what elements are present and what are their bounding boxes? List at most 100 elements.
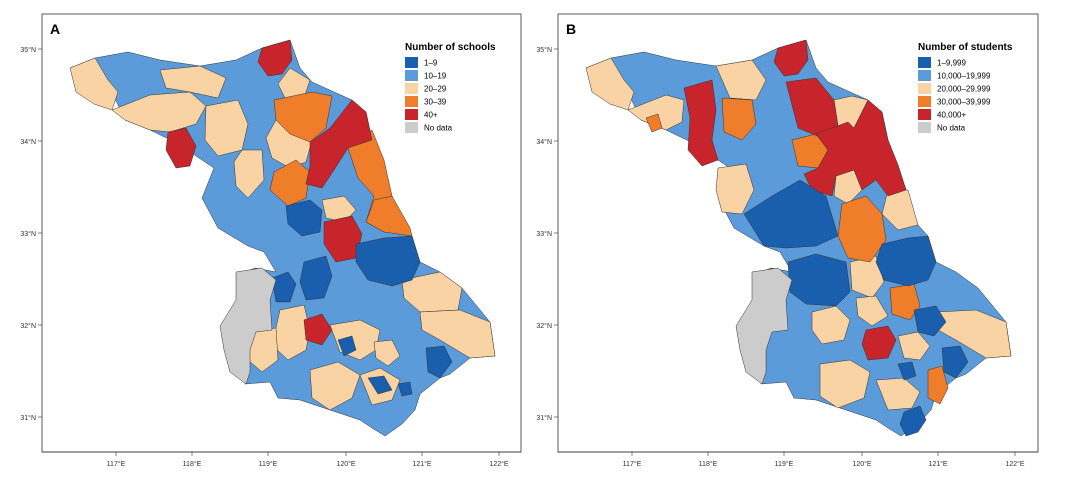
panel-a-lat-ticks: 35°N 34°N 33°N 32°N 31°N — [20, 46, 42, 422]
panel-b-lon-ticks: 117°E 118°E 119°E 120°E 121°E 122°E — [623, 452, 1025, 468]
region-south-tip-dark — [899, 405, 927, 437]
region-center-dark-a — [743, 179, 839, 249]
region-north-central-a — [715, 59, 767, 101]
region-west-orange — [721, 97, 757, 141]
legend-swatch — [918, 96, 931, 107]
region-nw-corner — [585, 57, 635, 111]
panel-a-lon-ticks: 117°E 118°E 119°E 120°E 121°E 122°E — [107, 452, 509, 468]
region-south-dark-c — [397, 381, 413, 397]
legend-swatch — [918, 70, 931, 81]
region-east-dark-a — [355, 235, 421, 287]
legend-label: 1–9,999 — [937, 59, 966, 68]
region-south-tan-d — [897, 331, 931, 361]
legend-swatch — [405, 122, 418, 133]
panel-a-lat-tick-label: 33°N — [20, 230, 36, 238]
region-south-dark-a — [367, 375, 393, 395]
panel-a-lat-tick-label: 32°N — [20, 322, 36, 330]
region-south-b — [309, 361, 361, 411]
panel-a-lon-tick-label: 118°E — [183, 460, 202, 468]
region-west-dark-b — [787, 253, 851, 307]
legend-label: 1–9 — [424, 59, 438, 68]
region-northeast-red — [305, 99, 373, 189]
panel-b-lat-tick-label: 32°N — [536, 322, 552, 330]
legend-label: 20–29 — [424, 85, 447, 94]
legend-label: 40,000+ — [937, 111, 966, 120]
legend-label: 30,000–39,999 — [937, 98, 991, 107]
region-nw-corner — [69, 57, 119, 111]
legend-swatch — [405, 83, 418, 94]
legend-swatch — [405, 57, 418, 68]
panel-a-lat-tick-label: 31°N — [20, 414, 36, 422]
panel-b-lon-tick-label: 119°E — [775, 460, 794, 468]
region-south-orange — [927, 365, 949, 405]
region-southeast-peninsula — [935, 309, 1012, 359]
legend-label: 30–39 — [424, 98, 447, 107]
region-north-tip — [773, 39, 809, 77]
region-south-red — [303, 313, 333, 346]
panel-b-lat-tick-label: 33°N — [536, 230, 552, 238]
region-center-small — [321, 195, 357, 223]
panel-a-legend-title: Number of schools — [405, 42, 496, 53]
panel-a-lon-tick-label: 120°E — [336, 460, 355, 468]
region-northwest-belt — [111, 91, 207, 133]
region-southeast-dark — [941, 345, 969, 379]
region-north-orange-small — [645, 113, 663, 133]
legend-label: 10–19 — [424, 72, 447, 81]
legend-label: 40+ — [424, 111, 438, 120]
panel-a-lat-tick-label: 35°N — [20, 46, 36, 54]
region-northeast-red — [803, 99, 907, 197]
region-west-red — [683, 79, 719, 167]
legend-label: 10,000–19,999 — [937, 72, 991, 81]
region-south-dark-a — [897, 361, 917, 381]
region-north-central-b — [233, 149, 265, 199]
region-north-orange — [273, 91, 333, 143]
panel-a: A — [20, 13, 522, 468]
legend-swatch — [918, 122, 931, 133]
panel-b: B — [536, 13, 1039, 468]
panel-a-letter: A — [50, 21, 60, 37]
region-northwest-belt — [627, 94, 685, 131]
legend-swatch — [405, 96, 418, 107]
region-west-red — [165, 127, 197, 169]
legend-swatch — [405, 70, 418, 81]
panel-b-legend-title: Number of students — [918, 42, 1013, 53]
region-central-orange-big — [837, 195, 887, 263]
panel-b-lon-tick-label: 117°E — [623, 460, 642, 468]
panel-b-lat-tick-label: 35°N — [536, 46, 552, 54]
region-south-dark-b — [337, 335, 357, 357]
region-north-tip — [257, 39, 293, 77]
panel-a-axes: 117°E 118°E 119°E 120°E 121°E 122°E 35°N… — [20, 46, 521, 468]
region-north-central-a — [204, 99, 249, 157]
region-central-tan-b — [855, 295, 889, 327]
legend-label: 20,000–29,999 — [937, 85, 991, 94]
panel-a-lon-tick-label: 122°E — [489, 460, 508, 468]
region-south-east-small — [373, 339, 401, 367]
panel-b-lon-tick-label: 120°E — [852, 460, 871, 468]
panel-a-lon-tick-label: 121°E — [412, 460, 431, 468]
region-southeast-dark — [425, 345, 453, 379]
panel-b-lon-tick-label: 121°E — [928, 460, 947, 468]
panel-a-lon-tick-label: 119°E — [259, 460, 278, 468]
region-south-tan-b — [819, 359, 871, 409]
region-west-dark-b — [299, 255, 333, 301]
legend-swatch — [405, 109, 418, 120]
legend-label: No data — [424, 124, 453, 133]
region-south-tan-c — [875, 377, 921, 411]
region-central-orange-a — [269, 159, 311, 207]
region-southeast-peninsula — [419, 309, 496, 359]
region-east-dark-b — [913, 305, 947, 337]
legend-swatch — [918, 57, 931, 68]
region-southwest-nodata — [219, 267, 277, 385]
region-southwest-nodata — [735, 267, 793, 385]
panel-a-lon-tick-label: 117°E — [107, 460, 126, 468]
panel-b-lat-ticks: 35°N 34°N 33°N 32°N 31°N — [536, 46, 558, 422]
region-west-tan — [715, 163, 755, 215]
panel-b-lat-tick-label: 34°N — [536, 138, 552, 146]
panel-b-letter: B — [566, 21, 576, 37]
panel-b-map — [585, 39, 1012, 437]
panel-b-lon-tick-label: 122°E — [1005, 460, 1024, 468]
legend-swatch — [918, 83, 931, 94]
panel-a-legend: Number of schools 1–9 10–19 20–29 30–39 … — [405, 42, 496, 133]
panel-a-map — [69, 39, 496, 437]
